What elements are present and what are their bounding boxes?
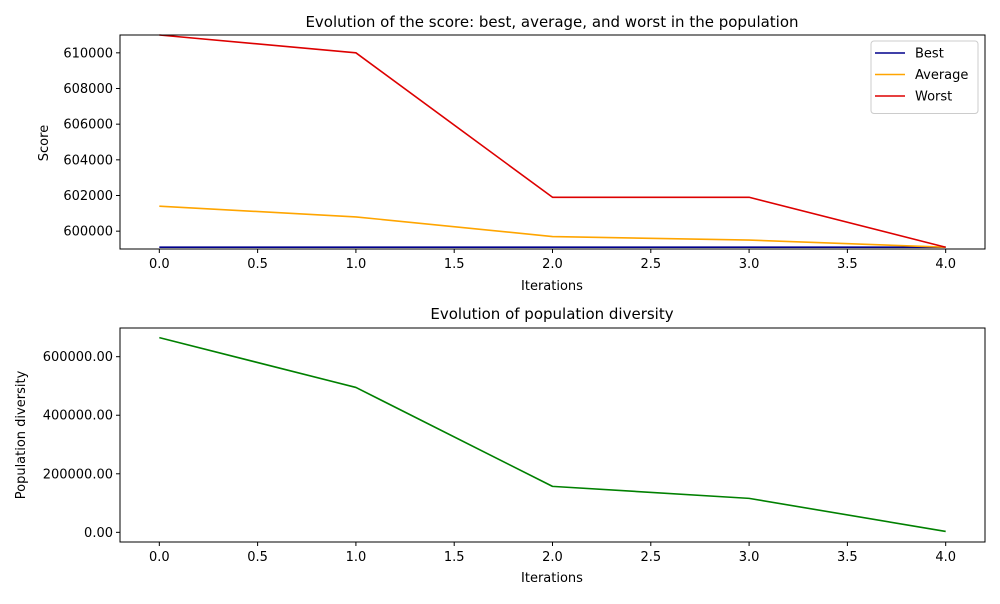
legend-entry: Best (915, 47, 944, 62)
x-tick-label: 4.0 (935, 257, 956, 272)
y-tick-label: 400000.00 (43, 409, 113, 424)
x-tick-label: 3.5 (837, 257, 858, 272)
x-tick-label: 1.0 (346, 257, 367, 272)
x-tick-label: 2.5 (640, 257, 661, 272)
x-axis-label: Iterations (521, 279, 583, 294)
y-tick-label: 0.00 (84, 526, 113, 541)
legend: Best Average Worst (870, 40, 979, 114)
x-tick-label: 2.0 (542, 550, 563, 565)
x-tick-label: 0.5 (247, 257, 268, 272)
x-tick-label: 2.5 (640, 550, 661, 565)
chart-title: Evolution of the score: best, average, a… (305, 13, 798, 31)
y-tick-label: 600000 (63, 225, 113, 240)
y-tick-label: 610000 (63, 46, 113, 61)
legend-entry: Average (915, 68, 968, 83)
x-tick-label: 3.5 (837, 550, 858, 565)
series-line (159, 34, 946, 248)
series-line (159, 205, 946, 249)
x-tick-label: 2.0 (542, 257, 563, 272)
y-axis-label: Population diversity (14, 370, 29, 499)
diversity-chart: Evolution of population diversity Iterat… (14, 305, 986, 586)
score-chart: Evolution of the score: best, average, a… (37, 13, 986, 294)
y-tick-label: 602000 (63, 189, 113, 204)
x-tick-label: 3.0 (739, 257, 760, 272)
series-line (159, 336, 946, 533)
x-tick-label: 3.0 (739, 550, 760, 565)
x-tick-label: 0.5 (247, 550, 268, 565)
y-axis-label: Score (37, 125, 52, 161)
legend-entry: Worst (915, 90, 952, 105)
x-axis-label: Iterations (521, 571, 583, 586)
y-tick-label: 608000 (63, 82, 113, 97)
x-tick-label: 4.0 (935, 550, 956, 565)
x-tick-label: 1.0 (346, 550, 367, 565)
y-tick-label: 606000 (63, 118, 113, 133)
y-tick-label: 604000 (63, 153, 113, 168)
y-tick-label: 600000.00 (43, 350, 113, 365)
x-tick-label: 1.5 (444, 550, 465, 565)
x-tick-label: 1.5 (444, 257, 465, 272)
x-tick-label: 0.0 (149, 257, 170, 272)
y-tick-label: 200000.00 (43, 467, 113, 482)
x-tick-label: 0.0 (149, 550, 170, 565)
chart-title: Evolution of population diversity (430, 305, 673, 323)
plot-frame (119, 34, 986, 250)
plot-frame (119, 327, 986, 543)
